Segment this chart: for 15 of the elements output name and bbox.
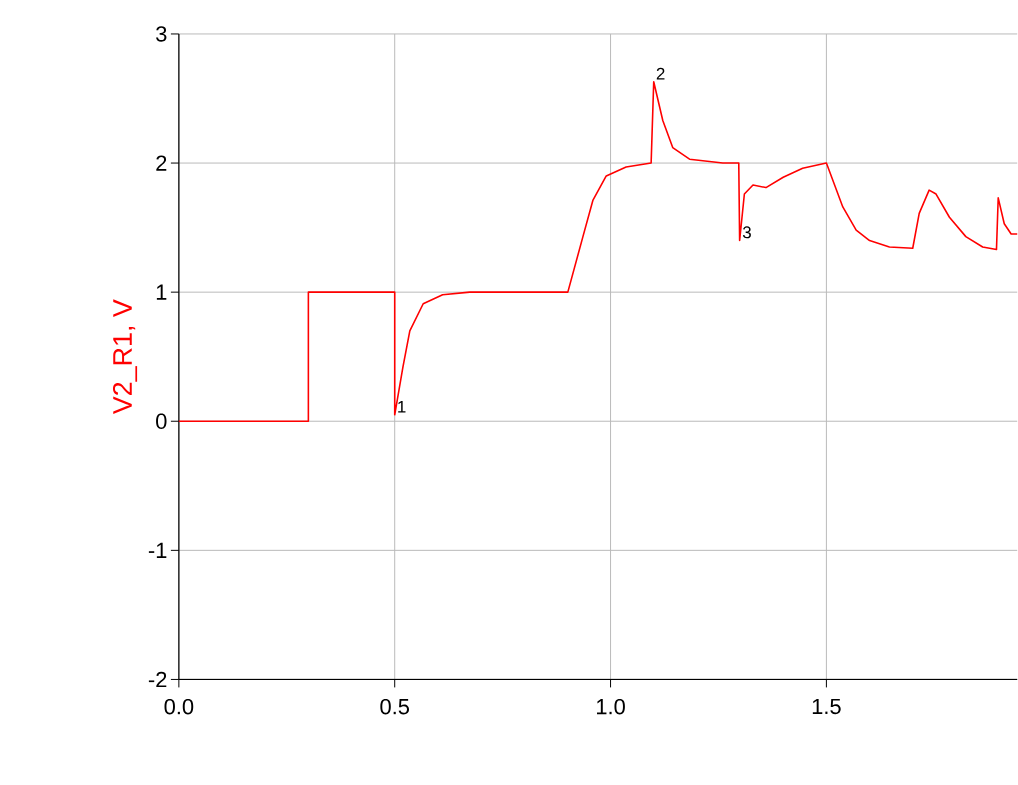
y-tick-label: 1	[156, 284, 167, 300]
annotation: 1	[398, 400, 406, 413]
annotation: 2	[656, 67, 665, 80]
y-tick-label: -1	[148, 542, 167, 558]
y-tick-label: 2	[156, 155, 167, 171]
line-series	[178, 80, 1018, 422]
x-tick-label: 1.5	[812, 698, 841, 714]
annotation: 3	[742, 226, 751, 239]
y-axis-title: V2_R1, V	[112, 299, 138, 414]
x-tick-label: 1.0	[597, 698, 625, 715]
x-tick-label: 0.5	[380, 698, 410, 715]
y-tick-label: -2	[148, 671, 167, 687]
x-tick-label: 0.0	[164, 698, 194, 715]
y-tick-label: 0	[156, 413, 167, 429]
y-tick-label: 3	[156, 26, 167, 42]
